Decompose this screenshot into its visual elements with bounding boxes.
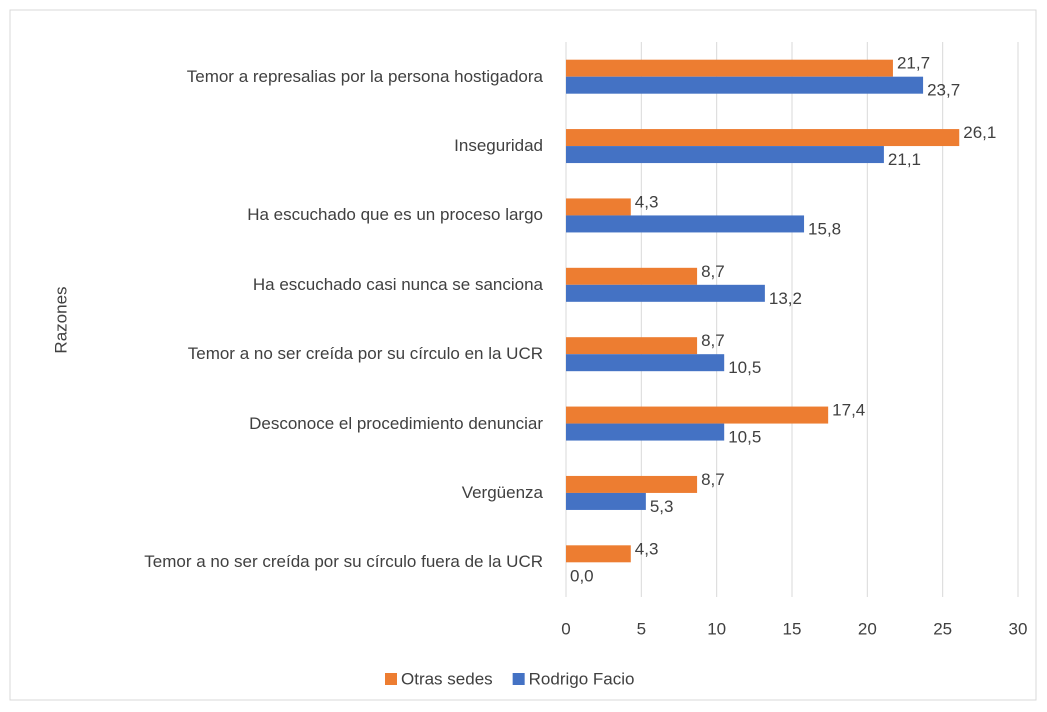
value-label: 4,3 xyxy=(635,539,659,558)
category-label: Temor a no ser creída por su círculo en … xyxy=(187,344,543,364)
value-label: 26,1 xyxy=(963,123,996,142)
value-label: 21,7 xyxy=(897,54,930,73)
bar xyxy=(566,146,884,164)
legend-label: Otras sedes xyxy=(401,669,493,688)
legend-swatch xyxy=(385,673,397,685)
chart-border xyxy=(9,9,1037,701)
x-tick-label: 10 xyxy=(707,619,726,638)
value-label: 23,7 xyxy=(927,81,960,100)
value-label: 21,1 xyxy=(888,150,921,169)
bar xyxy=(566,215,805,233)
value-label: 0,0 xyxy=(570,566,594,585)
bar xyxy=(566,198,631,216)
value-label: 17,4 xyxy=(832,401,865,420)
bar xyxy=(566,59,893,77)
value-label: 8,7 xyxy=(701,331,725,350)
category-label: Ha escuchado que es un proceso largo xyxy=(247,205,543,225)
bar xyxy=(566,545,631,563)
category-label: Desconoce el procedimiento denunciar xyxy=(249,413,543,433)
x-tick-label: 5 xyxy=(637,619,646,638)
bar xyxy=(566,354,725,372)
category-label: Temor a represalias por la persona hosti… xyxy=(186,66,543,86)
y-axis-title: Razones xyxy=(51,286,70,353)
value-label: 15,8 xyxy=(808,219,841,238)
bar xyxy=(566,406,829,424)
x-tick-label: 30 xyxy=(1009,619,1028,638)
value-label: 10,5 xyxy=(728,428,761,447)
value-label: 13,2 xyxy=(769,289,802,308)
value-label: 10,5 xyxy=(728,358,761,377)
bar xyxy=(566,76,924,94)
bar xyxy=(566,492,646,510)
category-label: Ha escuchado casi nunca se sanciona xyxy=(252,274,543,294)
bar xyxy=(566,337,698,355)
value-label: 5,3 xyxy=(650,497,674,516)
bar xyxy=(566,475,698,493)
bar xyxy=(566,267,698,285)
category-label: Inseguridad xyxy=(454,136,543,156)
legend-swatch xyxy=(512,673,525,685)
x-tick-label: 20 xyxy=(858,619,877,638)
legend-label: Rodrigo Facio xyxy=(529,669,635,688)
value-label: 8,7 xyxy=(701,470,725,489)
bar xyxy=(566,284,765,302)
bar xyxy=(566,129,960,147)
value-label: 8,7 xyxy=(701,262,725,281)
value-label: 4,3 xyxy=(635,192,659,211)
x-tick-label: 25 xyxy=(933,619,952,638)
x-tick-label: 15 xyxy=(783,619,802,638)
bar xyxy=(566,423,725,441)
x-tick-label: 0 xyxy=(561,619,570,638)
category-label: Vergüenza xyxy=(461,482,543,502)
category-label: Temor a no ser creída por su círculo fue… xyxy=(144,552,543,572)
